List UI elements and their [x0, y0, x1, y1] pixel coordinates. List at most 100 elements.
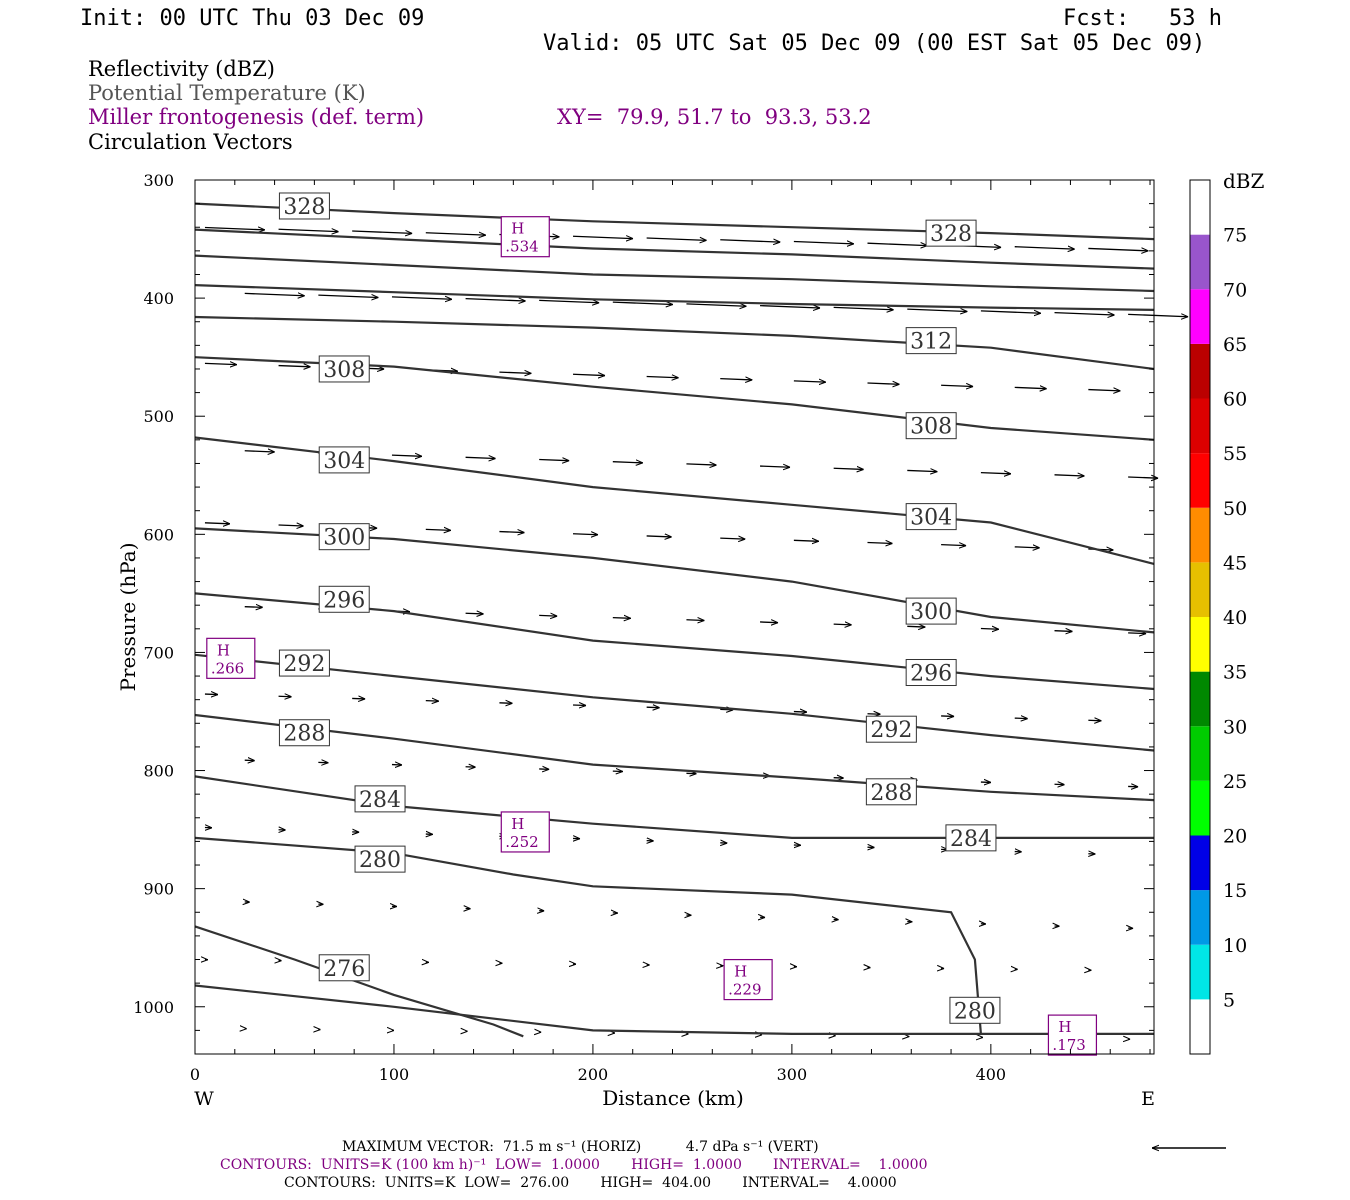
- y-tick-label: 500: [143, 407, 174, 426]
- colorbar-segment: [1190, 999, 1210, 1054]
- init-time: Init: 00 UTC Thu 03 Dec 09: [80, 6, 425, 31]
- colorbar-frame: [1189, 179, 1211, 1055]
- miller-high-label: H: [511, 815, 524, 833]
- vector-arrow: [941, 545, 966, 546]
- vector-arrow: [1088, 390, 1120, 391]
- contour-label-box: [318, 585, 370, 613]
- x-tick-label: 400: [976, 1065, 1007, 1084]
- vector-arrow: [425, 529, 451, 530]
- vector-arrow: [1014, 387, 1047, 388]
- vector-arrow: [499, 372, 531, 373]
- vector-arrow: [907, 626, 925, 627]
- contour-label-box: [318, 355, 370, 383]
- x-end-label-east: E: [1141, 1088, 1155, 1110]
- theta-contour-line: [194, 315, 1155, 371]
- miller-high-label: H: [511, 220, 524, 238]
- vector-arrow: [244, 451, 275, 452]
- colorbar-tick-label: 10: [1223, 935, 1247, 957]
- colorbar-segment: [1190, 562, 1210, 617]
- vector-arrow: [760, 466, 790, 467]
- vector-arrow: [793, 712, 807, 713]
- vector-arrow: [980, 311, 1041, 313]
- vector-arrow: [425, 233, 486, 235]
- contour-label-box: [865, 778, 917, 806]
- vector-arrow: [833, 468, 864, 469]
- colorbar-tick-label: 65: [1223, 334, 1247, 356]
- contour-label-box: [949, 996, 1001, 1024]
- contour-label: 276: [323, 957, 365, 982]
- theta-contour-line: [194, 713, 1155, 802]
- contour-label-box: [278, 719, 330, 747]
- max-vector-line: MAXIMUM VECTOR: 71.5 m s⁻¹ (HORIZ) 4.7 d…: [342, 1139, 819, 1155]
- y-tick-label: 700: [143, 643, 174, 662]
- colorbar-segment: [1190, 890, 1210, 945]
- x-end-label-west: W: [194, 1088, 214, 1110]
- y-tick-label: 300: [143, 171, 174, 190]
- colorbar-segment: [1190, 507, 1210, 563]
- colorbar-tick-label: 5: [1223, 989, 1235, 1011]
- miller-high-value: .229: [728, 981, 761, 999]
- vector-arrow: [573, 236, 633, 238]
- contour-label: 312: [910, 330, 952, 355]
- vector-arrow: [539, 300, 599, 302]
- contour-label: 304: [323, 449, 365, 474]
- contour-label-box: [318, 446, 370, 474]
- colorbar-tick-label: 40: [1223, 607, 1247, 629]
- miller-contour-info: CONTOURS: UNITS=K (100 km h)⁻¹ LOW= 1.00…: [220, 1157, 928, 1173]
- contour-label-box: [318, 954, 370, 982]
- vector-arrow: [1088, 248, 1148, 250]
- y-tick-label: 900: [143, 880, 174, 899]
- contour-label-box: [905, 503, 957, 531]
- vector-arrow: [907, 470, 937, 471]
- y-tick-label: 600: [143, 525, 174, 544]
- vector-arrow: [980, 473, 1011, 474]
- vector-arrow: [1054, 631, 1073, 632]
- vector-arrow: [1014, 247, 1075, 249]
- contour-label: 304: [910, 506, 952, 531]
- contour-label-box: [354, 785, 406, 813]
- vector-arrow: [204, 694, 218, 695]
- colorbar-tick-label: 60: [1223, 389, 1247, 411]
- contour-label-box: [865, 715, 917, 743]
- vector-arrow: [941, 716, 954, 717]
- miller-high-value: .173: [1052, 1036, 1085, 1054]
- contour-label: 296: [910, 662, 952, 687]
- vector-arrow: [573, 534, 598, 535]
- vector-arrow: [204, 523, 230, 524]
- colorbar-segment: [1190, 453, 1210, 508]
- vector-arrow: [539, 615, 557, 616]
- contour-label-box: [945, 824, 997, 852]
- contour-label-box: [278, 649, 330, 677]
- vector-arrow: [980, 629, 999, 630]
- theta-contour-line: [194, 228, 1155, 270]
- x-axis: 0 100 200 300 400: [190, 180, 1151, 1084]
- vector-arrow: [465, 299, 526, 301]
- vector-arrow: [1128, 633, 1146, 634]
- miller-high-box: [206, 637, 256, 679]
- vector-arrow: [1014, 547, 1040, 548]
- theta-contour-line: [194, 925, 524, 1038]
- vector-arrow: [941, 385, 973, 386]
- vector-arrow: [867, 383, 899, 384]
- vector-arrow: [278, 366, 311, 367]
- theta-contour-line: [194, 284, 1155, 311]
- theta-contour-line: [194, 775, 1154, 840]
- vector-arrow: [907, 309, 967, 311]
- colorbar-segment: [1190, 617, 1210, 672]
- contour-label: 300: [910, 600, 952, 625]
- colorbar-unit: dBZ: [1223, 169, 1265, 193]
- miller-high-box: [1047, 1014, 1098, 1056]
- vector-arrow: [278, 229, 339, 231]
- vector-arrow: [867, 243, 927, 245]
- colorbar-tick-label: 70: [1223, 279, 1247, 301]
- valid-time: Valid: 05 UTC Sat 05 Dec 09 (00 EST Sat …: [543, 31, 1206, 56]
- vector-arrow: [833, 624, 852, 625]
- contour-label: 292: [283, 652, 325, 677]
- cross-section-coords: XY= 79.9, 51.7 to 93.3, 53.2: [557, 105, 872, 129]
- x-axis-label: Distance (km): [602, 1086, 744, 1110]
- contour-label-box: [905, 327, 957, 355]
- vector-arrow: [352, 698, 365, 699]
- colorbar-tick-label: 30: [1223, 716, 1247, 738]
- miller-high-label: H: [1058, 1018, 1071, 1036]
